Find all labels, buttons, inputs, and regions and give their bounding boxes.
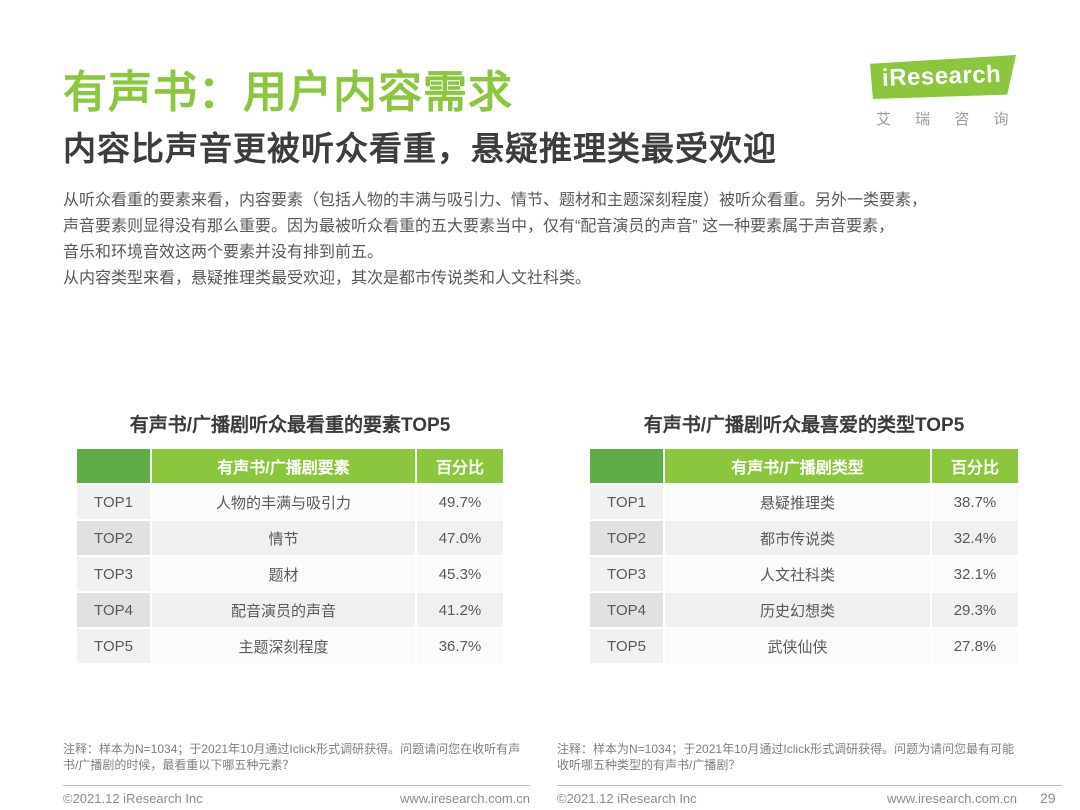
footer-right: ©2021.12 iResearch Inc www.iresearch.com… xyxy=(557,791,1017,806)
percent-cell: 32.1% xyxy=(932,557,1018,591)
top5-elements-table: 有声书/广播剧要素 百分比 TOP1 人物的丰满与吸引力 49.7% TOP2 … xyxy=(75,447,505,665)
table-row: TOP5 主题深刻程度 36.7% xyxy=(77,629,503,663)
intro-line: 声音要素则显得没有那么重要。因为最被听众看重的五大要素当中，仅有“配音演员的声音… xyxy=(63,218,895,235)
label-cell: 人文社科类 xyxy=(665,557,930,591)
percent-cell: 36.7% xyxy=(417,629,503,663)
footnote-left: 注释：样本为N=1034；于2021年10月通过Iclick形式调研获得。问题请… xyxy=(63,741,520,773)
table-header-row: 有声书/广播剧要素 百分比 xyxy=(77,449,503,483)
table-row: TOP1 人物的丰满与吸引力 49.7% xyxy=(77,485,503,519)
label-cell: 都市传说类 xyxy=(665,521,930,555)
table-row: TOP5 武侠仙侠 27.8% xyxy=(590,629,1018,663)
percent-cell: 41.2% xyxy=(417,593,503,627)
percent-cell: 47.0% xyxy=(417,521,503,555)
rank-cell: TOP1 xyxy=(77,485,150,519)
rank-cell: TOP3 xyxy=(590,557,663,591)
intro-paragraph: 从听众看重的要素来看，内容要素（包括人物的丰满与吸引力、情节、题材和主题深刻程度… xyxy=(63,188,1028,292)
table-header-row: 有声书/广播剧类型 百分比 xyxy=(590,449,1018,483)
copyright-text: ©2021.12 iResearch Inc xyxy=(63,791,203,806)
footnote-right: 注释：样本为N=1034；于2021年10月通过Iclick形式调研获得。问题为… xyxy=(557,741,1014,773)
header-percent-cell: 百分比 xyxy=(932,449,1018,483)
intro-line: 从听众看重的要素来看，内容要素（包括人物的丰满与吸引力、情节、题材和主题深刻程度… xyxy=(63,192,928,209)
website-link: www.iresearch.com.cn xyxy=(399,791,530,806)
rank-cell: TOP2 xyxy=(590,521,663,555)
percent-cell: 45.3% xyxy=(417,557,503,591)
header-percent-cell: 百分比 xyxy=(417,449,503,483)
logo-wordmark: iResearch xyxy=(881,60,1002,92)
iresearch-logo: iResearch 艾 瑞 咨 询 xyxy=(870,55,1022,129)
label-cell: 主题深刻程度 xyxy=(152,629,415,663)
percent-cell: 32.4% xyxy=(932,521,1018,555)
table-row: TOP1 悬疑推理类 38.7% xyxy=(590,485,1018,519)
top5-genres-table: 有声书/广播剧类型 百分比 TOP1 悬疑推理类 38.7% TOP2 都市传说… xyxy=(588,447,1020,665)
page-subtitle: 内容比声音更被听众看重，悬疑推理类最受欢迎 xyxy=(63,130,777,167)
label-cell: 武侠仙侠 xyxy=(665,629,930,663)
intro-line: 从内容类型来看，悬疑推理类最受欢迎，其次是都市传说类和人文社科类。 xyxy=(63,270,592,287)
table-row: TOP2 情节 47.0% xyxy=(77,521,503,555)
logo-green-banner: iResearch xyxy=(870,55,1016,99)
intro-line: 音乐和环境音效这两个要素并没有排到前五。 xyxy=(63,244,384,261)
table-title-elements: 有声书/广播剧听众最看重的要素TOP5 xyxy=(129,415,451,436)
rank-cell: TOP3 xyxy=(77,557,150,591)
footer-left: ©2021.12 iResearch Inc www.iresearch.com… xyxy=(63,791,530,806)
table-row: TOP4 历史幻想类 29.3% xyxy=(590,593,1018,627)
table-row: TOP3 题材 45.3% xyxy=(77,557,503,591)
header-label-cell: 有声书/广播剧要素 xyxy=(152,449,415,483)
copyright-text: ©2021.12 iResearch Inc xyxy=(557,791,697,806)
percent-cell: 27.8% xyxy=(932,629,1018,663)
rank-cell: TOP2 xyxy=(77,521,150,555)
header-rank-cell xyxy=(590,449,663,483)
rank-cell: TOP5 xyxy=(590,629,663,663)
header-label-cell: 有声书/广播剧类型 xyxy=(665,449,930,483)
footnote-line: 书/广播剧的时候，最看重以下哪五种元素？ xyxy=(63,758,295,772)
label-cell: 题材 xyxy=(152,557,415,591)
percent-cell: 29.3% xyxy=(932,593,1018,627)
page-title: 有声书：用户内容需求 xyxy=(63,68,513,117)
footer-divider-right xyxy=(557,785,1062,786)
label-cell: 悬疑推理类 xyxy=(665,485,930,519)
percent-cell: 38.7% xyxy=(932,485,1018,519)
label-cell: 历史幻想类 xyxy=(665,593,930,627)
footnote-line: 注释：样本为N=1034；于2021年10月通过Iclick形式调研获得。问题为… xyxy=(557,742,1015,756)
table-title-genres: 有声书/广播剧听众最喜爱的类型TOP5 xyxy=(643,415,965,436)
table-section-genres: 有声书/广播剧听众最喜爱的类型TOP5 有声书/广播剧类型 百分比 TOP1 悬… xyxy=(588,410,1020,665)
label-cell: 人物的丰满与吸引力 xyxy=(152,485,415,519)
label-cell: 配音演员的声音 xyxy=(152,593,415,627)
table-row: TOP3 人文社科类 32.1% xyxy=(590,557,1018,591)
website-link: www.iresearch.com.cn xyxy=(886,791,1017,806)
page-number: 29 xyxy=(1040,790,1056,806)
table-row: TOP2 都市传说类 32.4% xyxy=(590,521,1018,555)
logo-i-dot-icon xyxy=(881,55,889,61)
footer-divider-left xyxy=(63,785,530,786)
rank-cell: TOP4 xyxy=(77,593,150,627)
table-row: TOP4 配音演员的声音 41.2% xyxy=(77,593,503,627)
percent-cell: 49.7% xyxy=(417,485,503,519)
label-cell: 情节 xyxy=(152,521,415,555)
footnote-line: 注释：样本为N=1034；于2021年10月通过Iclick形式调研获得。问题请… xyxy=(63,742,521,756)
rank-cell: TOP4 xyxy=(590,593,663,627)
table-section-elements: 有声书/广播剧听众最看重的要素TOP5 有声书/广播剧要素 百分比 TOP1 人… xyxy=(75,410,505,665)
footnote-line: 收听哪五种类型的有声书/广播剧？ xyxy=(557,758,741,772)
rank-cell: TOP5 xyxy=(77,629,150,663)
rank-cell: TOP1 xyxy=(590,485,663,519)
logo-chinese-name: 艾 瑞 咨 询 xyxy=(876,111,1010,128)
header-rank-cell xyxy=(77,449,150,483)
